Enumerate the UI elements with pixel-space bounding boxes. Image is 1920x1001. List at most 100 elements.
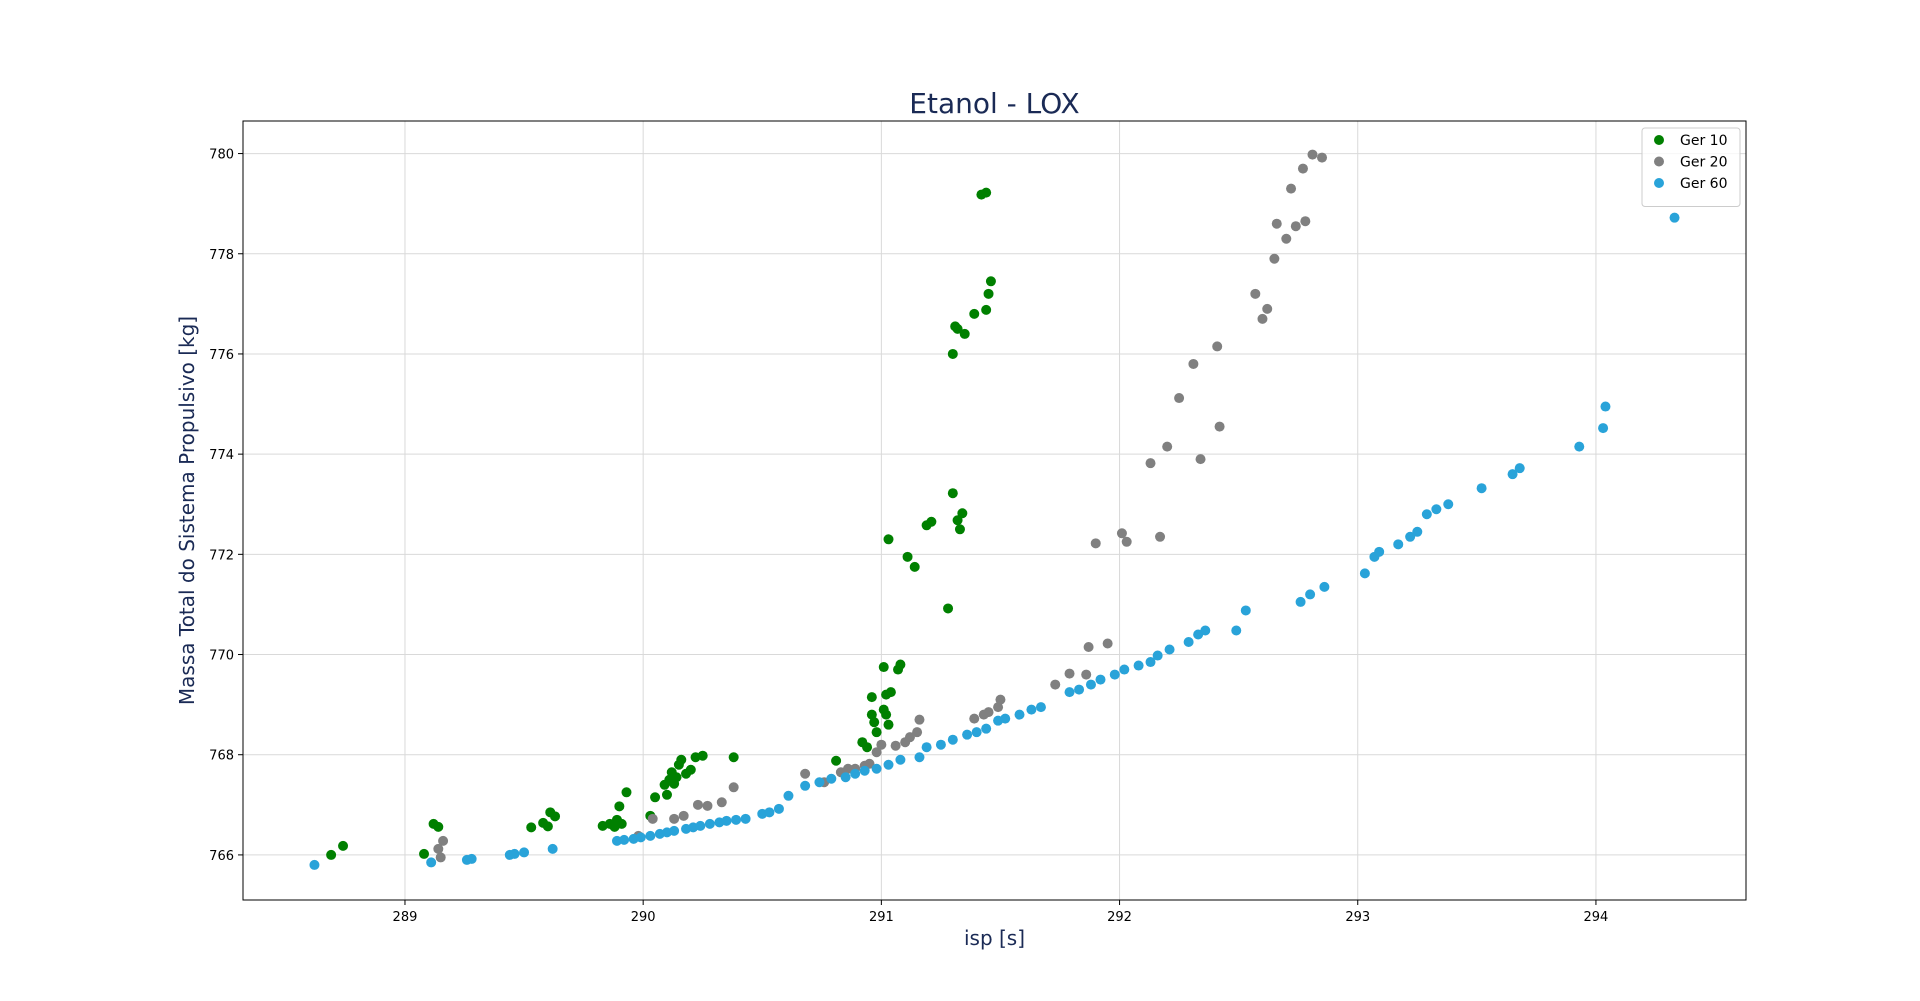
data-point — [947, 488, 958, 499]
data-point — [338, 840, 349, 851]
data-point — [864, 758, 875, 769]
data-point — [433, 843, 444, 854]
data-point — [895, 659, 906, 670]
data-point — [1214, 421, 1225, 432]
data-point — [921, 742, 932, 753]
y-tick-label: 778 — [209, 248, 234, 263]
data-point — [1507, 469, 1518, 480]
data-point — [1514, 463, 1525, 474]
x-axis-label: isp [s] — [964, 926, 1025, 950]
data-point — [1014, 709, 1025, 720]
data-point — [1026, 704, 1037, 715]
data-point — [740, 813, 751, 824]
data-point — [866, 709, 877, 720]
data-point — [692, 799, 703, 810]
data-point — [702, 800, 713, 811]
data-point — [1412, 526, 1423, 537]
data-point — [1188, 358, 1199, 369]
data-point — [661, 789, 672, 800]
x-tick-label: 290 — [631, 910, 656, 925]
data-point — [981, 723, 992, 734]
data-point — [426, 857, 437, 868]
data-point — [995, 694, 1006, 705]
data-point — [1600, 401, 1611, 412]
data-point — [800, 780, 811, 791]
data-point — [881, 709, 892, 720]
data-point — [814, 777, 825, 788]
data-point — [1064, 687, 1075, 698]
data-point — [616, 818, 627, 829]
data-point — [1431, 504, 1442, 515]
data-point — [1231, 625, 1242, 636]
series-ger-60 — [309, 212, 1680, 870]
data-point — [1119, 664, 1130, 675]
data-point — [1393, 539, 1404, 550]
plot-frame — [242, 120, 1747, 901]
data-point — [1195, 454, 1206, 465]
data-point — [952, 323, 963, 334]
legend-label: Ger 10 — [1680, 133, 1727, 149]
data-point — [954, 524, 965, 535]
data-point — [959, 328, 970, 339]
data-point — [883, 534, 894, 545]
x-tick-label: 289 — [393, 910, 418, 925]
data-point — [1102, 638, 1113, 649]
data-point — [685, 764, 696, 775]
data-points — [309, 149, 1680, 870]
data-point — [1155, 531, 1166, 542]
data-point — [1307, 149, 1318, 160]
data-point — [914, 752, 925, 763]
data-point — [981, 187, 992, 198]
data-point — [952, 515, 963, 526]
data-point — [697, 750, 708, 761]
data-point — [669, 813, 680, 824]
data-point — [912, 727, 923, 738]
data-point — [969, 713, 980, 724]
data-point — [1145, 458, 1156, 469]
data-point — [731, 814, 742, 825]
data-point — [519, 847, 530, 858]
data-point — [1095, 674, 1106, 685]
data-point — [971, 727, 982, 738]
data-point — [1305, 589, 1316, 600]
data-point — [419, 848, 430, 859]
data-point — [890, 740, 901, 751]
data-point — [869, 717, 880, 728]
data-point — [547, 843, 558, 854]
data-point — [947, 734, 958, 745]
data-point — [650, 792, 661, 803]
data-point — [800, 768, 811, 779]
data-point — [1121, 536, 1132, 547]
data-point — [773, 803, 784, 814]
data-point — [1669, 212, 1680, 223]
data-point — [1443, 499, 1454, 510]
data-point — [695, 820, 706, 831]
data-point — [862, 742, 873, 753]
legend-marker — [1654, 135, 1664, 145]
data-point — [1290, 221, 1301, 232]
legend-label: Ger 20 — [1680, 155, 1727, 171]
data-point — [1133, 660, 1144, 671]
data-point — [1000, 713, 1011, 724]
data-point — [1050, 679, 1061, 690]
legend-label: Ger 60 — [1680, 176, 1727, 192]
data-point — [866, 692, 877, 703]
data-point — [1300, 216, 1311, 227]
data-point — [876, 739, 887, 750]
data-point — [878, 662, 889, 673]
data-point — [983, 707, 994, 718]
data-point — [326, 849, 337, 860]
data-point — [1421, 509, 1432, 520]
data-point — [1035, 702, 1046, 713]
data-point — [926, 516, 937, 527]
series-ger-10 — [326, 187, 996, 860]
data-point — [1162, 441, 1173, 452]
data-point — [1250, 288, 1261, 299]
data-point — [909, 561, 920, 572]
data-point — [1212, 341, 1223, 352]
data-point — [904, 732, 915, 743]
legend-marker — [1654, 156, 1664, 167]
x-tick-label: 292 — [1107, 910, 1132, 925]
data-point — [728, 752, 739, 763]
data-point — [550, 811, 561, 822]
